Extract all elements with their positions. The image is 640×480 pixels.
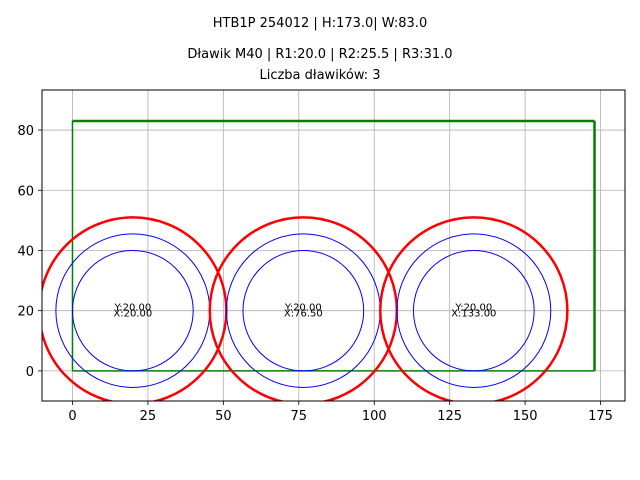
gland-r1-circle bbox=[242, 249, 365, 372]
gland-label-y: Y:20.00 bbox=[113, 303, 151, 314]
x-tick-label: 175 bbox=[588, 409, 613, 424]
y-tick-label: 80 bbox=[17, 124, 34, 139]
x-tick-label: 0 bbox=[68, 409, 76, 424]
x-tick-label: 50 bbox=[215, 409, 232, 424]
chart-title-line2: Dławik M40 | R1:20.0 | R2:25.5 | R3:31.0 bbox=[187, 47, 453, 62]
gland-r2-circle bbox=[396, 233, 552, 388]
gland-label-y: Y:20.00 bbox=[454, 303, 492, 314]
x-tick-label: 25 bbox=[140, 409, 157, 424]
chart-title-line1: HTB1P 254012 | H:173.0| W:83.0 bbox=[212, 16, 428, 31]
y-tick-label: 0 bbox=[26, 365, 34, 380]
gland-label-y: Y:20.00 bbox=[284, 303, 322, 314]
x-tick-label: 100 bbox=[362, 409, 387, 424]
gland-label-x: X:133.00 bbox=[451, 309, 496, 320]
gland-r3-circle bbox=[379, 216, 569, 401]
x-tick-label: 75 bbox=[291, 409, 308, 424]
x-tick-label: 150 bbox=[513, 409, 538, 424]
gland-r1-circle bbox=[412, 249, 535, 372]
y-tick-label: 40 bbox=[17, 244, 34, 259]
chart-title-line3: Liczba dławików: 3 bbox=[259, 68, 381, 83]
y-tick-label: 60 bbox=[17, 184, 34, 199]
gland-label-x: X:76.50 bbox=[284, 309, 323, 320]
y-tick-label: 20 bbox=[17, 305, 34, 320]
axes-frame bbox=[41, 89, 626, 402]
plot-content: Y:20.00X:20.00Y:20.00X:76.50Y:20.00X:133… bbox=[42, 119, 596, 401]
gland-r1-circle bbox=[71, 249, 194, 372]
x-tick-label: 125 bbox=[437, 409, 462, 424]
gland-label-x: X:20.00 bbox=[113, 309, 152, 320]
